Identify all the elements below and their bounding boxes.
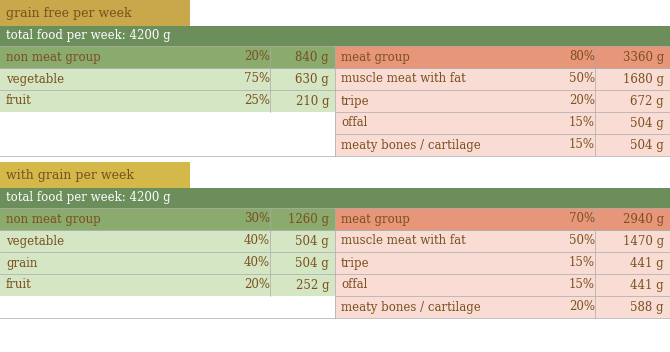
Bar [335,252,670,274]
Text: meaty bones / cartilage: meaty bones / cartilage [341,138,481,151]
Bar [0,112,335,134]
Text: 50%: 50% [569,234,595,247]
Text: muscle meat with fat: muscle meat with fat [341,234,466,247]
Text: 20%: 20% [569,301,595,314]
Text: 672 g: 672 g [630,94,664,107]
Bar [335,134,670,156]
Bar [0,46,335,68]
Bar [0,230,335,252]
Text: 1680 g: 1680 g [623,73,664,86]
Bar [0,26,670,46]
Text: non meat group: non meat group [6,50,100,63]
Text: 25%: 25% [244,94,270,107]
Text: 15%: 15% [569,117,595,130]
Text: offal: offal [341,117,367,130]
Text: 441 g: 441 g [630,278,664,291]
Text: 15%: 15% [569,257,595,270]
Text: 20%: 20% [244,278,270,291]
Text: 80%: 80% [569,50,595,63]
Text: total food per week: 4200 g: total food per week: 4200 g [6,30,171,43]
Text: 15%: 15% [569,278,595,291]
Bar [335,90,670,112]
Text: meat group: meat group [341,213,410,226]
Text: 20%: 20% [569,94,595,107]
Bar [0,68,335,90]
Text: fruit: fruit [6,278,31,291]
Text: 210 g: 210 g [295,94,329,107]
Text: meaty bones / cartilage: meaty bones / cartilage [341,301,481,314]
Bar [0,188,670,208]
Text: 504 g: 504 g [630,117,664,130]
Text: vegetable: vegetable [6,73,64,86]
Text: tripe: tripe [341,94,370,107]
Bar [0,296,335,318]
Text: 3360 g: 3360 g [622,50,664,63]
Text: grain free per week: grain free per week [6,6,131,19]
Bar [0,90,335,112]
Bar [335,112,670,134]
Bar [0,274,335,296]
Text: 630 g: 630 g [295,73,329,86]
Text: 504 g: 504 g [295,234,329,247]
Bar [335,208,670,230]
Text: 504 g: 504 g [295,257,329,270]
Text: 75%: 75% [244,73,270,86]
Bar [0,134,335,156]
Bar [335,274,670,296]
Text: tripe: tripe [341,257,370,270]
Text: 15%: 15% [569,138,595,151]
Text: 441 g: 441 g [630,257,664,270]
Bar [335,68,670,90]
Text: 40%: 40% [244,257,270,270]
Text: 30%: 30% [244,213,270,226]
Text: grain: grain [6,257,38,270]
Bar [335,230,670,252]
Text: offal: offal [341,278,367,291]
Text: 504 g: 504 g [630,138,664,151]
Bar [0,252,335,274]
Text: 40%: 40% [244,234,270,247]
Text: 588 g: 588 g [630,301,664,314]
Text: 840 g: 840 g [295,50,329,63]
Bar [0,208,335,230]
Bar [0,162,190,188]
Text: muscle meat with fat: muscle meat with fat [341,73,466,86]
Text: 20%: 20% [244,50,270,63]
Text: 50%: 50% [569,73,595,86]
Text: total food per week: 4200 g: total food per week: 4200 g [6,191,171,205]
Text: 252 g: 252 g [295,278,329,291]
Text: 2940 g: 2940 g [623,213,664,226]
Text: non meat group: non meat group [6,213,100,226]
Bar [335,46,670,68]
Text: vegetable: vegetable [6,234,64,247]
Bar [335,296,670,318]
Text: 70%: 70% [569,213,595,226]
Text: fruit: fruit [6,94,31,107]
Text: 1260 g: 1260 g [288,213,329,226]
Text: meat group: meat group [341,50,410,63]
Bar [0,0,190,26]
Text: 1470 g: 1470 g [623,234,664,247]
Text: with grain per week: with grain per week [6,169,134,182]
